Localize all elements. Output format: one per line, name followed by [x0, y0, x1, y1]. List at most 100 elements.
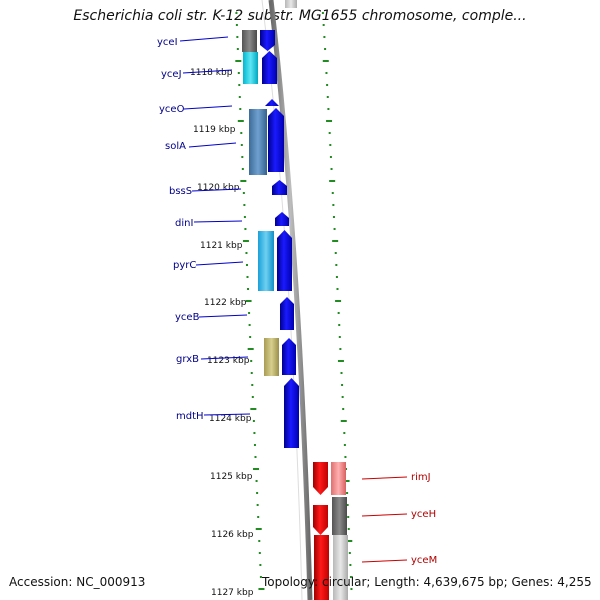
minor-tick — [250, 360, 253, 362]
forward-gene-labels: yceI yceJ yceO solA bssS dinI pyrC yceB … — [157, 36, 251, 422]
tick-label: 1126 kbp — [211, 530, 254, 540]
gene-label-yceI: yceI — [157, 37, 178, 48]
gene-arrow-yceB — [280, 297, 294, 330]
minor-tick — [323, 36, 326, 38]
minor-tick — [251, 384, 254, 386]
minor-tick — [326, 84, 329, 86]
gene-arrow-mdtH — [284, 378, 299, 448]
minor-tick — [338, 336, 341, 338]
minor-tick — [337, 312, 340, 314]
major-tick — [242, 240, 249, 242]
reverse-gene-arrows — [313, 462, 329, 600]
minor-tick — [349, 576, 352, 578]
tick-label: 1121 kbp — [200, 241, 243, 251]
minor-tick — [347, 516, 350, 518]
inner-tick-ring — [321, 12, 353, 590]
minor-tick — [253, 432, 256, 434]
minor-tick — [324, 48, 327, 50]
minor-tick — [236, 36, 239, 38]
minor-tick — [256, 504, 259, 506]
major-tick — [326, 120, 333, 122]
minor-tick — [329, 156, 332, 158]
minor-tick — [239, 108, 242, 110]
minor-tick — [332, 216, 335, 218]
minor-tick — [246, 276, 249, 278]
reverse-gene-labels: rimJ yceH yceM — [361, 472, 437, 566]
minor-tick — [350, 588, 353, 590]
tick-label: 1124 kbp — [209, 414, 252, 424]
major-tick — [340, 420, 347, 422]
minor-tick — [241, 156, 244, 158]
cog-bar — [258, 231, 274, 291]
minor-tick — [339, 348, 342, 350]
accession-text: Accession: NC_000913 — [9, 575, 146, 589]
cog-bar — [332, 497, 347, 535]
minor-tick — [335, 276, 338, 278]
major-tick — [335, 300, 342, 302]
minor-tick — [258, 540, 261, 542]
major-tick — [245, 300, 252, 302]
minor-tick — [325, 72, 328, 74]
major-tick — [240, 180, 247, 182]
minor-tick — [349, 564, 352, 566]
major-tick — [253, 468, 260, 470]
minor-tick — [257, 516, 260, 518]
minor-tick — [334, 252, 337, 254]
minor-tick — [329, 144, 332, 146]
minor-tick — [348, 552, 351, 554]
position-tick-labels: 1118 kbp 1119 kbp 1120 kbp 1121 kbp 1122… — [190, 68, 254, 598]
gene-arrow-solA — [268, 108, 284, 172]
cog-bar — [333, 535, 348, 600]
gene-arrow-yceJ — [262, 51, 277, 84]
gene-label-yceH: yceH — [411, 509, 436, 520]
cog-bars-reverse — [331, 462, 348, 600]
major-tick — [329, 180, 336, 182]
gene-arrow-dinI — [275, 212, 289, 226]
cog-bar — [249, 109, 267, 175]
gene-label-yceO: yceO — [159, 104, 185, 115]
minor-tick — [340, 372, 343, 374]
minor-tick — [347, 528, 350, 530]
minor-tick — [343, 432, 346, 434]
tick-label: 1119 kbp — [193, 125, 236, 135]
forward-gene-arrows — [260, 30, 299, 448]
minor-tick — [336, 288, 339, 290]
gene-label-pyrC: pyrC — [173, 260, 196, 271]
minor-tick — [259, 564, 262, 566]
cog-bar — [264, 338, 279, 376]
minor-tick — [346, 492, 349, 494]
gene-label-mdtH: mdtH — [176, 411, 204, 422]
minor-tick — [240, 144, 243, 146]
gene-arrow-yceI — [260, 30, 275, 51]
gene-label-yceB: yceB — [175, 312, 200, 323]
minor-tick — [333, 228, 336, 230]
minor-tick — [332, 204, 335, 206]
minor-tick — [344, 456, 347, 458]
minor-tick — [247, 288, 250, 290]
gene-label-bssS: bssS — [169, 186, 192, 197]
gene-label-yceM: yceM — [411, 555, 437, 566]
minor-tick — [255, 480, 258, 482]
minor-tick — [327, 108, 330, 110]
gene-feature-partial — [285, 0, 297, 8]
gene-label-grxB: grxB — [176, 354, 199, 365]
gene-label-solA: solA — [165, 141, 186, 152]
gene-arrow-pyrC — [277, 230, 292, 291]
tick-label: 1123 kbp — [207, 356, 250, 366]
map-title: Escherichia coli str. K-12 substr. MG165… — [73, 8, 527, 24]
minor-tick — [249, 336, 252, 338]
minor-tick — [252, 420, 255, 422]
minor-tick — [248, 312, 251, 314]
topology-text: Topology: circular; Length: 4,639,675 bp… — [262, 575, 592, 589]
minor-tick — [342, 408, 345, 410]
gene-label-rimJ: rimJ — [411, 472, 431, 483]
gene-arrow-bssS — [272, 180, 287, 195]
cog-bar — [331, 462, 346, 495]
tick-label: 1118 kbp — [190, 68, 233, 78]
minor-tick — [248, 324, 251, 326]
minor-tick — [338, 324, 341, 326]
major-tick — [237, 120, 244, 122]
minor-tick — [326, 96, 329, 98]
cog-bars-forward — [242, 30, 279, 376]
